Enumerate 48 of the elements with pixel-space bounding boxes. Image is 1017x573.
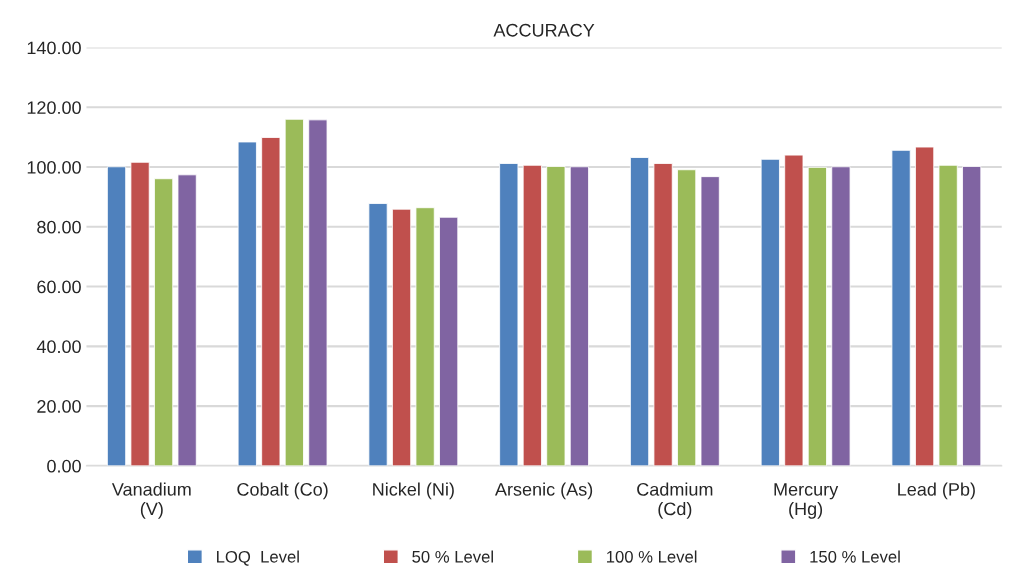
bar bbox=[368, 203, 388, 466]
bar bbox=[237, 141, 257, 466]
y-tick-label: 80.00 bbox=[37, 220, 81, 234]
bar bbox=[106, 166, 127, 466]
bar bbox=[831, 166, 851, 466]
x-tick-label: Lead (Pb) bbox=[898, 482, 975, 500]
y-tick-label: 60.00 bbox=[37, 280, 81, 294]
bar bbox=[784, 154, 804, 466]
x-tick-label: Mercury (Hg) bbox=[774, 483, 839, 519]
bar bbox=[700, 176, 720, 466]
bar bbox=[130, 161, 150, 466]
y-tick-label: 140.00 bbox=[27, 41, 81, 55]
x-tick-label: Cobalt (Co) bbox=[237, 482, 328, 500]
bar bbox=[546, 166, 566, 466]
bar bbox=[499, 163, 519, 466]
x-tick-label: Arsenic (As) bbox=[494, 482, 593, 500]
legend-label: 50 % Level bbox=[412, 550, 493, 563]
bar bbox=[962, 166, 982, 466]
chart-title: ACCURACY bbox=[493, 23, 595, 37]
bar bbox=[653, 163, 673, 466]
bar bbox=[915, 146, 935, 466]
bar bbox=[154, 178, 174, 466]
legend-label: 150 % Level bbox=[810, 550, 900, 563]
y-tick-label: 0.00 bbox=[47, 459, 81, 473]
bar bbox=[522, 164, 542, 466]
bar bbox=[677, 169, 697, 466]
legend-label: 100 % Level bbox=[607, 550, 697, 563]
bar bbox=[891, 149, 911, 466]
x-tick-label: Vanadium (V) bbox=[111, 482, 191, 519]
bar bbox=[177, 174, 197, 466]
bar bbox=[308, 119, 328, 466]
y-tick-label: 40.00 bbox=[36, 340, 81, 354]
bar bbox=[392, 208, 412, 466]
x-tick-label: Nickel (Ni) bbox=[373, 482, 454, 500]
bar bbox=[938, 164, 958, 466]
y-tick-label: 20.00 bbox=[37, 400, 81, 413]
bar bbox=[569, 166, 589, 466]
bar bbox=[439, 216, 459, 466]
y-tick-label: 120.00 bbox=[27, 101, 81, 115]
bar bbox=[415, 207, 435, 466]
bar bbox=[760, 158, 780, 466]
x-tick-label: Cadmium (Cd) bbox=[637, 482, 713, 519]
bar bbox=[261, 137, 281, 466]
bar bbox=[284, 118, 304, 466]
bar bbox=[807, 166, 827, 466]
bar bbox=[629, 157, 650, 466]
y-tick-label: 100.00 bbox=[27, 161, 81, 174]
legend-label: LOQ Level bbox=[217, 550, 299, 566]
